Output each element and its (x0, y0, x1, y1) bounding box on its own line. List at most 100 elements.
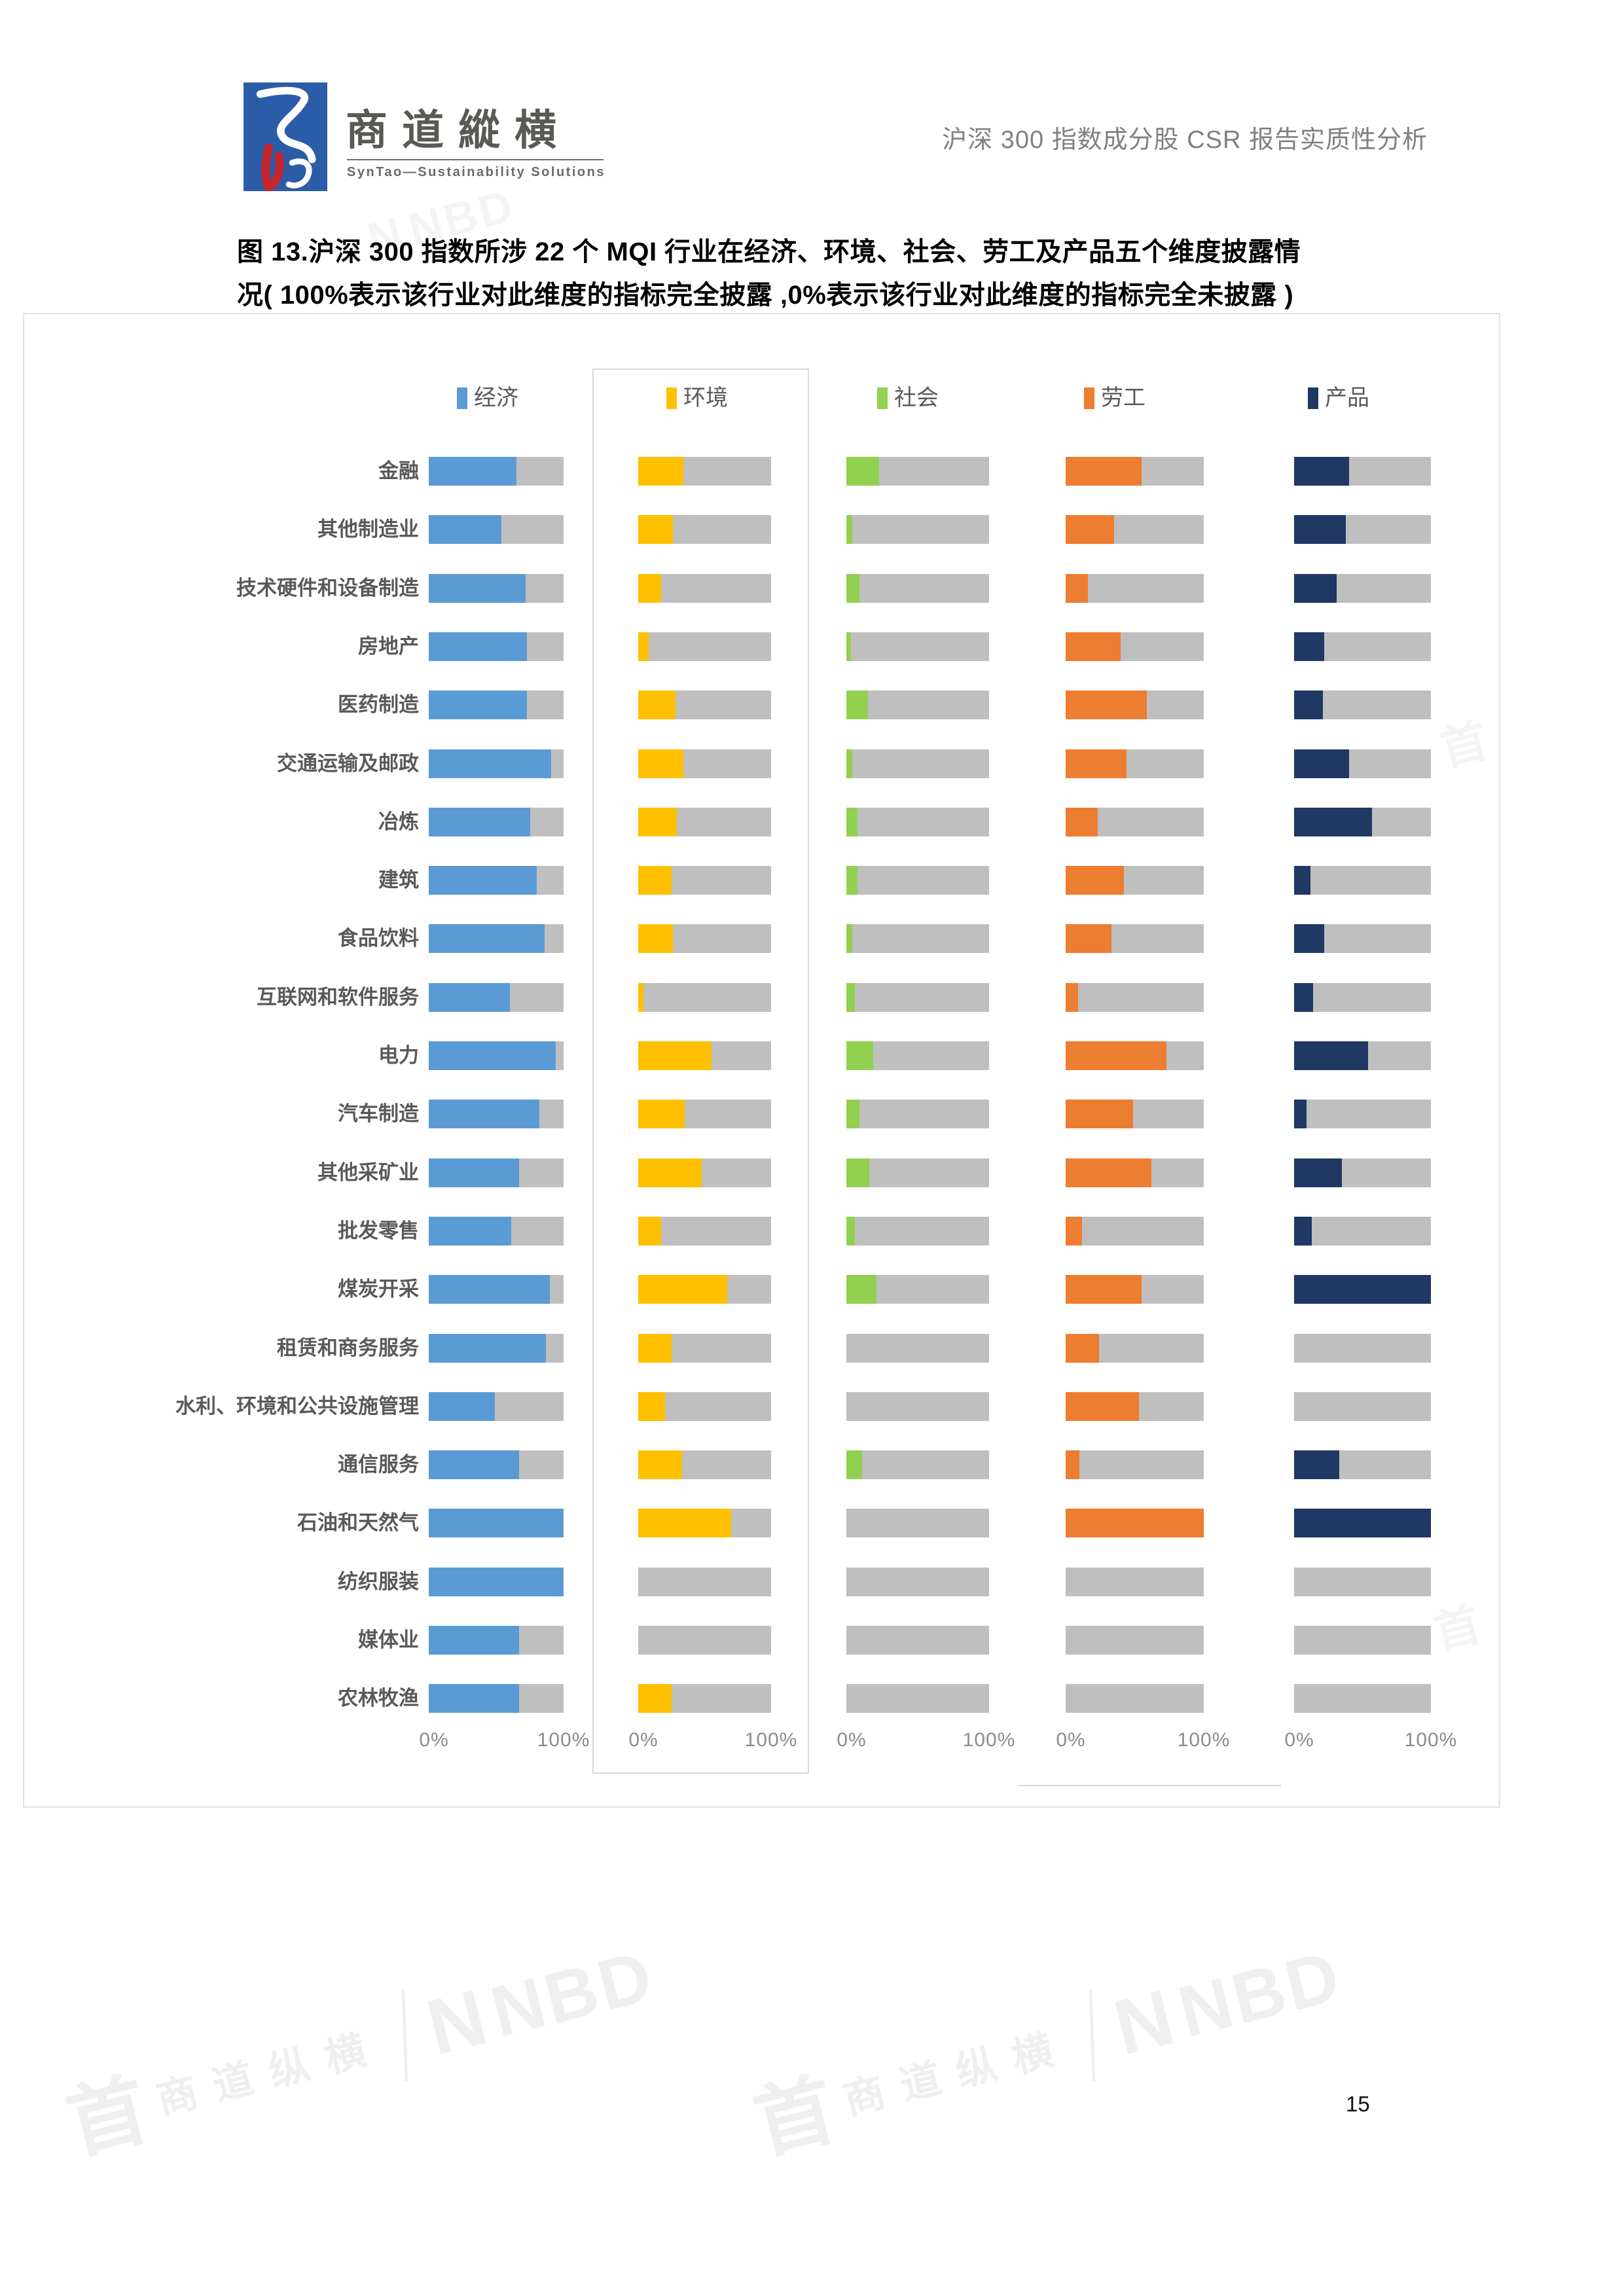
bar-track (1066, 1509, 1204, 1537)
document-header-title: 沪深 300 指数成分股 CSR 报告实质性分析 (942, 126, 1428, 154)
bar-track (846, 457, 989, 486)
bar-fill (1294, 1100, 1307, 1128)
bar-fill (846, 515, 852, 544)
bar-track (846, 1275, 989, 1304)
bar-fill (1294, 1158, 1343, 1187)
bar-track (1294, 1509, 1431, 1537)
legend-label: 环境 (683, 386, 728, 410)
bar-fill (1066, 1158, 1151, 1187)
watermark: 首 商道纵横 N NBD (742, 1918, 1354, 2174)
bar-fill (429, 1684, 520, 1713)
bar-fill (846, 1100, 859, 1128)
category-label: 通信服务 (338, 1453, 419, 1476)
bar-track (1066, 1684, 1204, 1713)
bar-fill (1066, 1334, 1099, 1363)
bar-track (1066, 866, 1204, 895)
bar-fill (429, 1100, 539, 1128)
category-label: 汽车制造 (338, 1102, 419, 1125)
env-panel-frame (592, 368, 809, 1774)
bar-fill (638, 1275, 727, 1304)
bar-fill (429, 1450, 520, 1479)
bar-fill (1066, 866, 1124, 895)
bar-track (429, 691, 564, 719)
bar-fill (846, 1450, 862, 1479)
category-label: 媒体业 (358, 1628, 419, 1651)
legend-label: 经济 (474, 386, 518, 410)
bar-track (429, 1217, 564, 1246)
bar-fill (1066, 808, 1098, 836)
bar-track (846, 1626, 989, 1655)
bar-fill (1294, 866, 1311, 895)
bar-fill (638, 924, 673, 953)
legend-swatch-icon (1308, 387, 1318, 409)
bar-fill (1294, 1275, 1431, 1304)
bar-track (846, 1450, 989, 1479)
axis-tick-max: 100% (744, 1729, 798, 1751)
axis-tick-max: 100% (537, 1729, 590, 1751)
bar-fill (1294, 808, 1373, 836)
bar-track (638, 1275, 771, 1304)
bar-track (1294, 1450, 1431, 1479)
bar-track (1066, 1392, 1204, 1421)
bar-track (429, 1450, 564, 1479)
bar-track (1294, 1100, 1431, 1128)
bar-track (846, 983, 989, 1012)
legend-swatch-icon (1084, 387, 1094, 409)
bar-fill (638, 749, 684, 778)
bar-fill (429, 515, 502, 544)
bar-track (846, 1041, 989, 1070)
category-label: 其他制造业 (317, 518, 419, 541)
bar-fill (846, 632, 851, 661)
watermark: 首 商道纵横 N NBD (54, 1918, 666, 2174)
bar-fill (638, 808, 677, 836)
bar-track (1294, 574, 1431, 603)
bar-track (638, 983, 771, 1012)
bar-track (1294, 983, 1431, 1012)
bar-track (1066, 515, 1204, 544)
brand-name-cn: 商道縱横 (346, 106, 571, 155)
bar-track (638, 457, 771, 486)
bar-track (846, 574, 989, 603)
bar-track (429, 1392, 564, 1421)
bar-fill (429, 1158, 520, 1187)
bar-track (638, 924, 771, 953)
bar-track (846, 749, 989, 778)
legend-swatch-icon (877, 387, 888, 409)
bar-fill (1066, 1450, 1080, 1479)
bar-track (1066, 1100, 1204, 1128)
category-label: 农林牧渔 (338, 1687, 419, 1710)
bar-fill (1294, 749, 1349, 778)
bar-track (638, 1509, 771, 1537)
bar-track (1066, 1626, 1204, 1655)
bar-track (1066, 691, 1204, 719)
bar-fill (638, 1041, 712, 1070)
bar-fill (429, 808, 530, 836)
bar-track (1294, 866, 1431, 895)
axis-tick-min: 0% (628, 1729, 659, 1751)
bar-track (1294, 1217, 1431, 1246)
bar-track (429, 1158, 564, 1187)
bar-track (1294, 1275, 1431, 1304)
bar-track (1294, 632, 1431, 661)
bar-track (1066, 808, 1204, 836)
bar-track (1294, 457, 1431, 486)
chart-outer-frame (23, 313, 1500, 1808)
bar-fill (638, 1392, 665, 1421)
bar-track (1294, 1392, 1431, 1421)
bar-track (1294, 1158, 1431, 1187)
bar-fill (1066, 1100, 1134, 1128)
syntao-logo-icon (244, 82, 327, 191)
category-label: 纺织服装 (338, 1570, 419, 1593)
bar-fill (429, 457, 516, 486)
bar-track (429, 1041, 564, 1070)
bar-track (638, 1158, 771, 1187)
bar-track (1066, 1568, 1204, 1596)
category-label: 医药制造 (338, 693, 419, 716)
bar-fill (1294, 924, 1324, 953)
nbd-block-icon: N (418, 1973, 496, 2072)
bar-track (1294, 808, 1431, 836)
bar-track (638, 808, 771, 836)
category-label: 金融 (378, 459, 419, 482)
bar-track (429, 924, 564, 953)
bar-track (1294, 749, 1431, 778)
